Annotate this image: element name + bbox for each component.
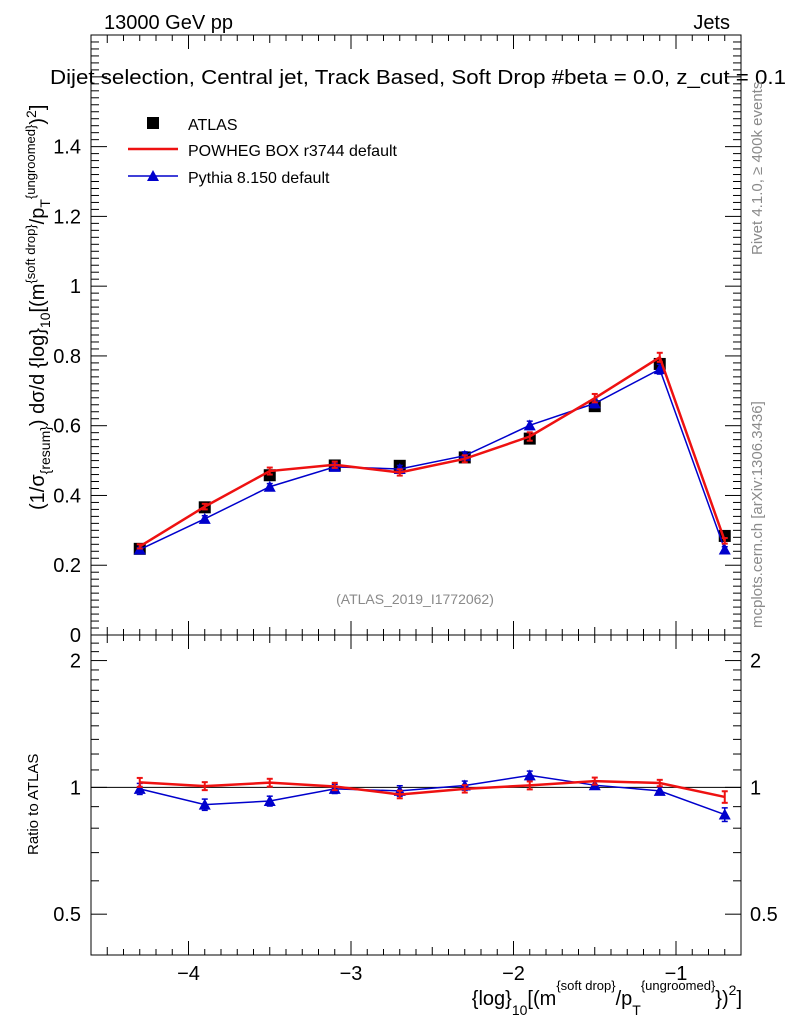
main-y-tick-label: 0.4 xyxy=(53,485,81,507)
legend-marker-atlas xyxy=(147,117,159,129)
ratio-series xyxy=(133,769,731,823)
x-tick-label: −3 xyxy=(340,963,363,985)
pythia-marker xyxy=(718,543,731,555)
ratio-pythia-marker xyxy=(523,769,536,781)
ratio-plot-frame xyxy=(90,634,742,956)
ratio-y-tick-label-right: 2 xyxy=(750,651,761,673)
legend-label-powheg: POWHEG BOX r3744 default xyxy=(188,143,398,160)
ratio-y-tick-label-right: 1 xyxy=(750,777,761,799)
process-label: Jets xyxy=(693,12,730,34)
powheg-line xyxy=(139,355,726,548)
main-y-axis-label: (1/σ{resum}) dσ/d {log}10[(m{soft drop}/… xyxy=(23,105,53,510)
pythia-marker xyxy=(263,480,276,492)
ratio-pythia-line xyxy=(139,774,726,816)
main-axes: 0 0.2 0.4 0.6 0.8 1 1.2 1.4 xyxy=(53,35,742,647)
analysis-id: (ATLAS_2019_I1772062) xyxy=(336,591,494,607)
legend: ATLAS POWHEG BOX r3744 default Pythia 8.… xyxy=(128,117,398,187)
ratio-pythia-marker xyxy=(718,808,731,820)
pythia-marker xyxy=(653,363,666,375)
legend-marker-pythia xyxy=(147,170,159,181)
main-y-tick-label: 1.2 xyxy=(53,206,81,228)
ratio-y-tick-label-right: 0.5 xyxy=(750,904,778,926)
x-tick-label: −2 xyxy=(502,963,525,985)
legend-label-atlas: ATLAS xyxy=(188,117,238,134)
ratio-powheg-line xyxy=(139,779,726,799)
pythia-line xyxy=(139,368,726,551)
main-y-tick-label: 0.6 xyxy=(53,416,81,438)
pythia-marker xyxy=(198,512,211,524)
ratio-y-tick-label: 2 xyxy=(70,651,81,673)
ratio-y-tick-label: 1 xyxy=(70,777,81,799)
ratio-pythia-marker xyxy=(133,782,146,794)
plot-title: Dijet selection, Central jet, Track Base… xyxy=(50,67,786,89)
energy-label: 13000 GeV pp xyxy=(104,12,233,34)
mcplots-label: mcplots.cern.ch [arXiv:1306.3436] xyxy=(749,401,766,628)
ratio-y-axis-label: Ratio to ATLAS xyxy=(25,754,42,855)
x-axis-label: {log}10[(m{soft drop}/pT{ungroomed}})2] xyxy=(472,978,742,1018)
main-y-tick-label: 0 xyxy=(70,625,81,647)
x-tick-label: −4 xyxy=(177,963,200,985)
ratio-axes: −4 −3 −2 −1 0.5 0.5 1 1 2 2 xyxy=(53,634,778,985)
legend-label-pythia: Pythia 8.150 default xyxy=(188,170,330,187)
ratio-pythia-marker xyxy=(653,784,666,796)
main-y-tick-label: 0.2 xyxy=(53,555,81,577)
x-tick-label: −1 xyxy=(665,963,688,985)
rivet-label: Rivet 4.1.0, ≥ 400k events xyxy=(749,82,766,255)
main-y-tick-label: 1 xyxy=(70,276,81,298)
pythia-marker xyxy=(523,419,536,431)
ratio-y-tick-label: 0.5 xyxy=(53,904,81,926)
main-series xyxy=(133,351,731,555)
ratio-pythia-marker xyxy=(263,795,276,807)
ratio-pythia-marker xyxy=(198,798,211,810)
main-y-tick-label: 0.8 xyxy=(53,346,81,368)
main-y-tick-label: 1.4 xyxy=(53,137,81,159)
